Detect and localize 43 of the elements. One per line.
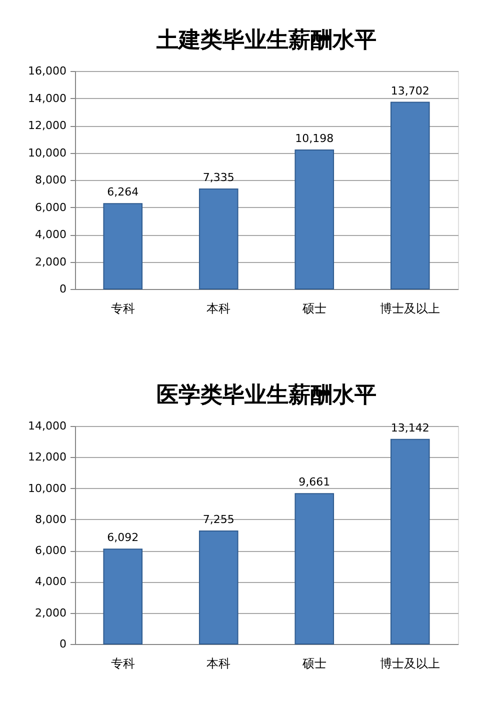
y-tick-label: 6,000 bbox=[35, 200, 66, 214]
data-label: 13,142 bbox=[390, 421, 430, 434]
bar bbox=[390, 438, 430, 644]
x-tick-label: 本科 bbox=[206, 656, 231, 670]
data-label: 9,661 bbox=[298, 476, 330, 489]
bar bbox=[103, 203, 143, 290]
y-tick-label: 6,000 bbox=[35, 544, 66, 558]
x-tick-label: 专科 bbox=[110, 302, 135, 316]
data-label: 13,702 bbox=[390, 84, 430, 98]
data-label: 6,092 bbox=[107, 531, 139, 544]
x-tick-label: 专科 bbox=[110, 656, 135, 670]
y-tick-label: 8,000 bbox=[35, 174, 66, 186]
bar bbox=[294, 150, 334, 290]
data-label: 10,198 bbox=[295, 132, 334, 146]
y-tick-label: 0 bbox=[60, 282, 66, 296]
x-tick-label: 博士及以上 bbox=[380, 656, 440, 670]
x-tick-label: 本科 bbox=[206, 302, 231, 316]
y-tick-label: 12,000 bbox=[28, 119, 66, 132]
bar bbox=[198, 530, 238, 644]
y-tick-label: 10,000 bbox=[28, 482, 66, 495]
y-tick-label: 12,000 bbox=[28, 450, 66, 464]
y-tick-label: 4,000 bbox=[35, 228, 66, 241]
data-label: 7,255 bbox=[202, 513, 234, 526]
y-tick-label: 8,000 bbox=[35, 512, 66, 526]
y-tick-label: 14,000 bbox=[28, 92, 66, 105]
data-label: 7,335 bbox=[202, 171, 234, 184]
x-tick-label: 硕士 bbox=[301, 302, 326, 316]
chart-title: 土建类毕业生薪酬水平 bbox=[156, 28, 376, 53]
y-tick-label: 4,000 bbox=[35, 575, 66, 588]
y-tick-label: 10,000 bbox=[28, 146, 66, 160]
bar bbox=[198, 188, 238, 290]
y-tick-label: 0 bbox=[60, 638, 66, 650]
x-tick-label: 博士及以上 bbox=[380, 302, 440, 316]
y-tick-label: 2,000 bbox=[35, 606, 66, 620]
y-tick-label: 16,000 bbox=[28, 64, 66, 78]
y-tick-label: 2,000 bbox=[35, 255, 66, 268]
bar bbox=[390, 102, 430, 290]
chart-title: 医学类毕业生薪酬水平 bbox=[156, 383, 376, 408]
x-tick-label: 硕士 bbox=[301, 656, 326, 670]
bar bbox=[103, 548, 143, 644]
bar bbox=[294, 493, 334, 644]
data-label: 6,264 bbox=[107, 186, 139, 199]
y-tick-label: 14,000 bbox=[28, 420, 66, 432]
